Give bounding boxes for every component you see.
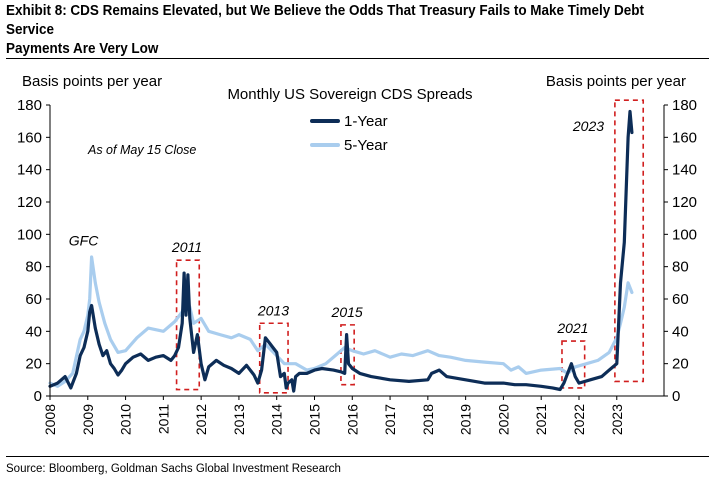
y-tick-label-left: 40: [25, 323, 42, 340]
annotation-label-gfc: GFC: [69, 233, 99, 249]
annotation-label-2015: 2015: [331, 304, 363, 320]
x-tick-label: 2021: [533, 404, 549, 435]
legend-item-5-year-label: 5-Year: [344, 137, 388, 154]
y-tick-label-left: 180: [17, 97, 42, 114]
y-tick-label-right: 160: [672, 129, 697, 146]
y-tick-label-right: 180: [672, 97, 697, 114]
y-tick-label-right: 80: [672, 259, 689, 276]
exhibit-title-line2: Payments Are Very Low: [6, 41, 159, 57]
highlight-box-2023: [614, 99, 645, 383]
x-tick-label: 2023: [609, 404, 625, 435]
annotation-label-2011: 2011: [171, 239, 202, 255]
y-tick-label-left: 60: [25, 291, 42, 308]
y-axis-label-right: Basis points per year: [546, 73, 686, 90]
source-note: Source: Bloomberg, Goldman Sachs Global …: [6, 463, 341, 475]
y-tick-label-right: 140: [672, 162, 697, 179]
y-tick-label-right: 100: [672, 226, 697, 243]
highlight-box-2011: [175, 259, 201, 391]
y-tick-label-right: 120: [672, 194, 697, 211]
y-tick-label-left: 140: [17, 162, 42, 179]
x-tick-label: 2011: [155, 404, 171, 434]
y-tick-label-left: 80: [25, 259, 42, 276]
title-divider: [6, 58, 709, 59]
y-tick-label-left: 20: [25, 356, 42, 373]
footer-divider: [6, 456, 709, 457]
annotation-label-2023: 2023: [572, 118, 604, 134]
series-layer: [48, 109, 634, 393]
x-tick-label: 2008: [42, 404, 58, 435]
exhibit-title: Exhibit 8: CDS Remains Elevated, but We …: [6, 2, 657, 59]
x-tick-label: 2020: [495, 404, 511, 435]
x-tick-label: 2010: [118, 404, 134, 435]
series-1-year-line: [48, 109, 634, 393]
legend-item-1-year-label: 1-Year: [344, 113, 388, 130]
x-tick-label: 2013: [231, 404, 247, 435]
highlight-box-2013: [258, 322, 289, 394]
y-tick-label-left: 120: [17, 194, 42, 211]
annotation-label-2021: 2021: [556, 320, 588, 336]
y-tick-label-left: 100: [17, 226, 42, 243]
y-tick-label-left: 0: [34, 388, 42, 405]
x-tick-label: 2009: [80, 404, 96, 435]
y-tick-label-left: 160: [17, 129, 42, 146]
y-tick-label-right: 0: [672, 388, 680, 405]
x-tick-label: 2017: [382, 404, 398, 435]
y-tick-label-right: 20: [672, 356, 689, 373]
x-tick-label: 2022: [571, 404, 587, 435]
as-of-note: As of May 15 Close: [87, 143, 196, 157]
chart-title: Monthly US Sovereign CDS Spreads: [227, 86, 472, 103]
x-tick-label: 2012: [193, 404, 209, 435]
x-tick-label: 2014: [269, 404, 285, 435]
x-tick-label: 2019: [458, 404, 474, 435]
annotation-label-2013: 2013: [257, 302, 289, 318]
x-tick-label: 2016: [344, 404, 360, 435]
y-tick-label-right: 60: [672, 291, 689, 308]
legend: 1-Year 5-Year: [310, 113, 388, 154]
series-5-year-line: [48, 255, 634, 388]
y-tick-label-right: 40: [672, 323, 689, 340]
x-tick-label: 2018: [420, 404, 436, 435]
y-axis-label-left: Basis points per year: [22, 73, 162, 90]
x-tick-label: 2015: [306, 404, 322, 435]
exhibit-title-line1: Exhibit 8: CDS Remains Elevated, but We …: [6, 3, 644, 38]
